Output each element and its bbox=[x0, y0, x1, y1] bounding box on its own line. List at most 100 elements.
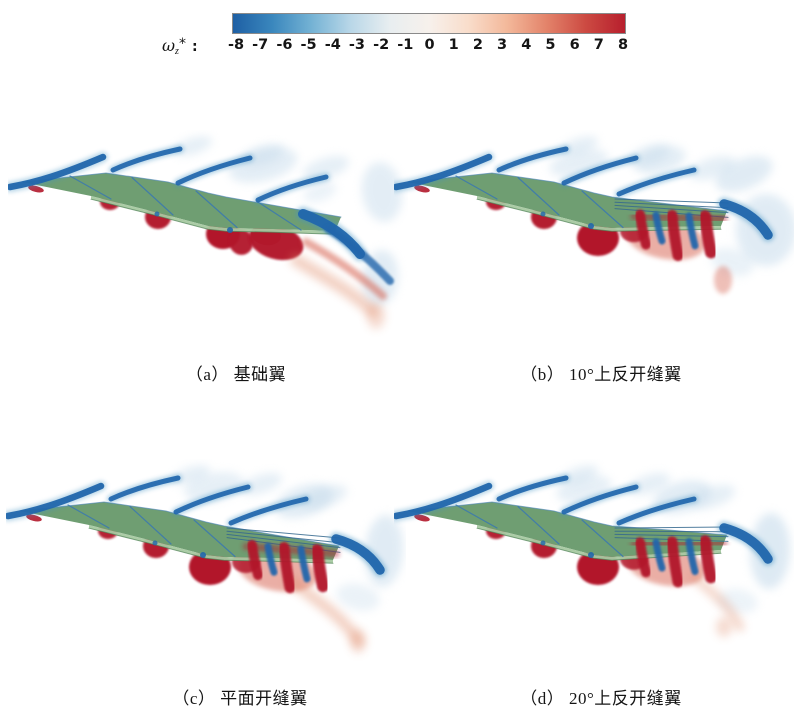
colorbar-tick: 8 bbox=[617, 37, 629, 53]
pale-cloud bbox=[302, 155, 350, 181]
colorbar-tick: 0 bbox=[424, 37, 435, 53]
vortex-core bbox=[200, 552, 206, 558]
wing-section-line bbox=[517, 176, 560, 216]
colorbar-tick: 7 bbox=[593, 37, 604, 53]
colorbar-tick: -6 bbox=[276, 37, 293, 53]
pale-cloud bbox=[300, 484, 348, 510]
slot-line bbox=[614, 530, 729, 533]
vortex-streak bbox=[6, 482, 105, 520]
vorticity-plot-d bbox=[394, 465, 791, 637]
vortex-core bbox=[154, 211, 160, 217]
slot-line bbox=[614, 526, 729, 529]
slot-line bbox=[614, 204, 729, 214]
wing-surface bbox=[22, 173, 341, 231]
vortex-streak bbox=[616, 167, 697, 197]
wing-section-line bbox=[257, 201, 302, 231]
wing-leading-edge bbox=[91, 196, 335, 235]
vorticity-plot-b bbox=[394, 136, 794, 294]
vortex-streak bbox=[8, 153, 107, 191]
wing-section-line bbox=[517, 505, 560, 545]
wing-section-line bbox=[455, 504, 498, 529]
colorbar-tick: 5 bbox=[545, 37, 556, 53]
wing-trailing-edge-line bbox=[21, 172, 342, 218]
wake-tail-blob bbox=[716, 617, 732, 637]
vortex-streak bbox=[561, 155, 639, 186]
wake-tail bbox=[689, 572, 745, 632]
caption-c: （c） 平面开缝翼 bbox=[172, 689, 308, 708]
wing-section-line bbox=[129, 505, 172, 545]
pale-cloud bbox=[303, 181, 337, 203]
wake-tail-blob bbox=[367, 303, 385, 329]
vortex-core bbox=[152, 540, 158, 546]
slot-line bbox=[226, 527, 341, 539]
wake-red-streak bbox=[302, 238, 387, 300]
vortex-core bbox=[588, 552, 594, 558]
pale-cloud bbox=[688, 484, 736, 510]
panel-a bbox=[8, 130, 408, 360]
label-separator: : bbox=[191, 39, 198, 55]
plot-layers bbox=[394, 136, 794, 294]
panel-d bbox=[394, 459, 794, 689]
slot-line bbox=[226, 530, 341, 544]
wing-trailing-edge-line bbox=[19, 501, 340, 547]
vortex-finger bbox=[635, 209, 651, 250]
colorbar-tick: -1 bbox=[397, 37, 414, 53]
panel-b bbox=[394, 130, 794, 360]
vorticity-plot-a bbox=[8, 136, 403, 329]
slot-line bbox=[614, 198, 729, 204]
vortex-streak bbox=[255, 174, 329, 203]
wing-section-line bbox=[455, 175, 498, 200]
wake-tail bbox=[290, 254, 378, 317]
tip-vortex-blue bbox=[331, 534, 385, 575]
vortex-finger bbox=[685, 538, 699, 576]
tip-vortex-blue bbox=[719, 199, 773, 240]
wing-section-line bbox=[131, 176, 174, 216]
vortex-streak bbox=[173, 484, 251, 515]
vortex-core bbox=[227, 227, 233, 233]
colorbar-tick: 1 bbox=[448, 37, 459, 53]
slot-line bbox=[226, 533, 341, 549]
caption-d: （d） 20°上反开缝翼 bbox=[520, 689, 682, 708]
vortex-finger bbox=[247, 540, 263, 580]
wake-blob bbox=[714, 266, 732, 294]
colorbar-tick: -5 bbox=[300, 37, 317, 53]
vortex-streak bbox=[616, 496, 697, 526]
vortex-streak bbox=[561, 484, 639, 515]
plot-layers bbox=[394, 465, 791, 637]
vortex-streak bbox=[394, 482, 493, 520]
colorbar-tick: 6 bbox=[569, 37, 580, 53]
colorbar-tick: -4 bbox=[324, 37, 341, 53]
colorbar-tick: -8 bbox=[227, 37, 245, 53]
colorbar-tick: 4 bbox=[521, 37, 532, 53]
vortex-core bbox=[540, 540, 546, 546]
pale-cloud bbox=[361, 162, 403, 222]
wing-section-line bbox=[581, 519, 624, 558]
omega-superscript: * bbox=[178, 36, 186, 52]
vortex-finger bbox=[666, 536, 684, 588]
wing-section-line bbox=[195, 190, 238, 229]
vortex-finger bbox=[652, 538, 666, 572]
wing-leading-edge bbox=[89, 525, 333, 564]
tip-vortex-blue bbox=[719, 523, 773, 564]
plot-layers bbox=[8, 136, 403, 329]
vortex-finger bbox=[699, 210, 717, 259]
colorbar-tick: -3 bbox=[348, 37, 365, 53]
vortex-finger bbox=[278, 542, 296, 594]
vortex-finger bbox=[685, 212, 699, 250]
wing-section-line bbox=[67, 504, 110, 529]
omega-subscript: z bbox=[175, 46, 179, 57]
vortex-finger bbox=[297, 545, 311, 583]
colorbar-tick: -2 bbox=[373, 37, 390, 53]
wing-edge-line bbox=[90, 198, 336, 235]
vortex-streak bbox=[496, 475, 569, 502]
caption-a: （a） 基础翼 bbox=[185, 365, 287, 384]
wing-leading-edge bbox=[477, 196, 721, 232]
vortex-streak bbox=[228, 496, 309, 526]
colorbar-ticks: -8 -7 -6 -5 -4 -3 -2 -1 0 1 2 3 4 5 6 7 8 bbox=[228, 37, 628, 54]
vortex-finger bbox=[652, 211, 666, 245]
vortex-streak bbox=[108, 475, 181, 502]
vortex-finger bbox=[699, 535, 717, 584]
vortex-lobe bbox=[228, 229, 254, 255]
pale-cloud bbox=[688, 155, 736, 181]
wake-tail-blob bbox=[350, 629, 366, 653]
